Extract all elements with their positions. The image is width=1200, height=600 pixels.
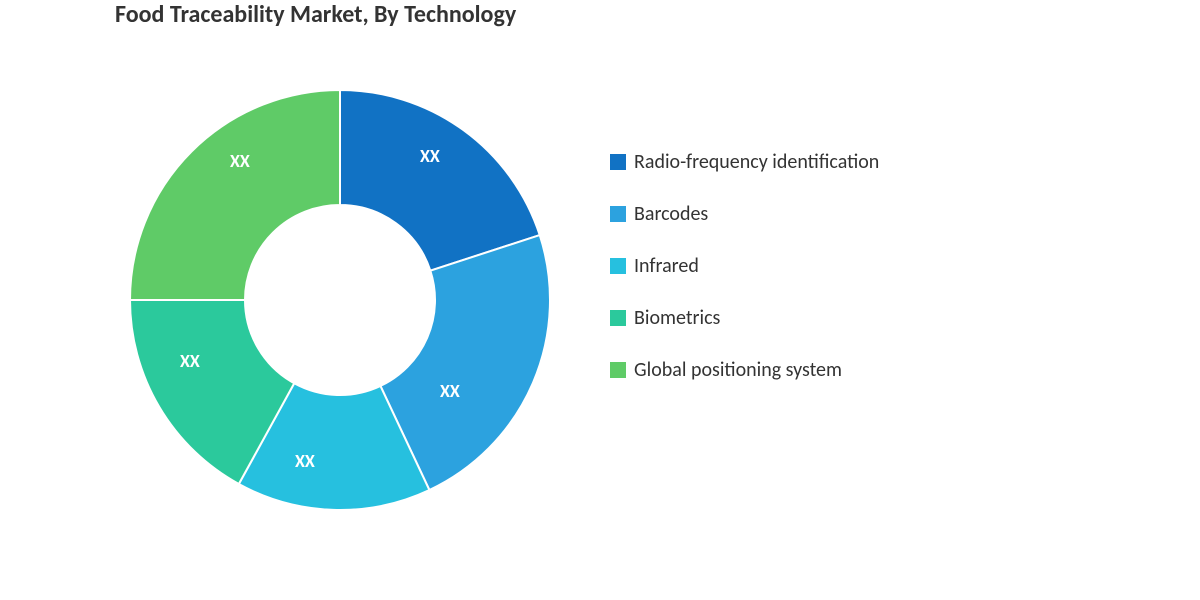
donut-hole [245,205,435,395]
chart-title: Food Traceability Market, By Technology [115,0,516,29]
legend-swatch [610,154,626,170]
legend: Radio-frequency identification Barcodes In… [610,150,879,410]
legend-item: Global positioning system [610,358,879,382]
legend-swatch [610,206,626,222]
chart-container: Food Traceability Market, By Technology … [0,0,1200,600]
legend-swatch [610,362,626,378]
legend-label: Global positioning system [634,358,842,382]
legend-label: Biometrics [634,306,720,330]
legend-label: Barcodes [634,202,708,226]
donut-chart: XXXXXXXXXX [120,50,620,575]
legend-item: Radio-frequency identification [610,150,879,174]
legend-item: Barcodes [610,202,879,226]
legend-item: Infrared [610,254,879,278]
legend-item: Biometrics [610,306,879,330]
legend-swatch [610,310,626,326]
legend-label: Infrared [634,254,699,278]
donut-svg [120,50,620,570]
legend-swatch [610,258,626,274]
legend-label: Radio-frequency identification [634,150,879,174]
